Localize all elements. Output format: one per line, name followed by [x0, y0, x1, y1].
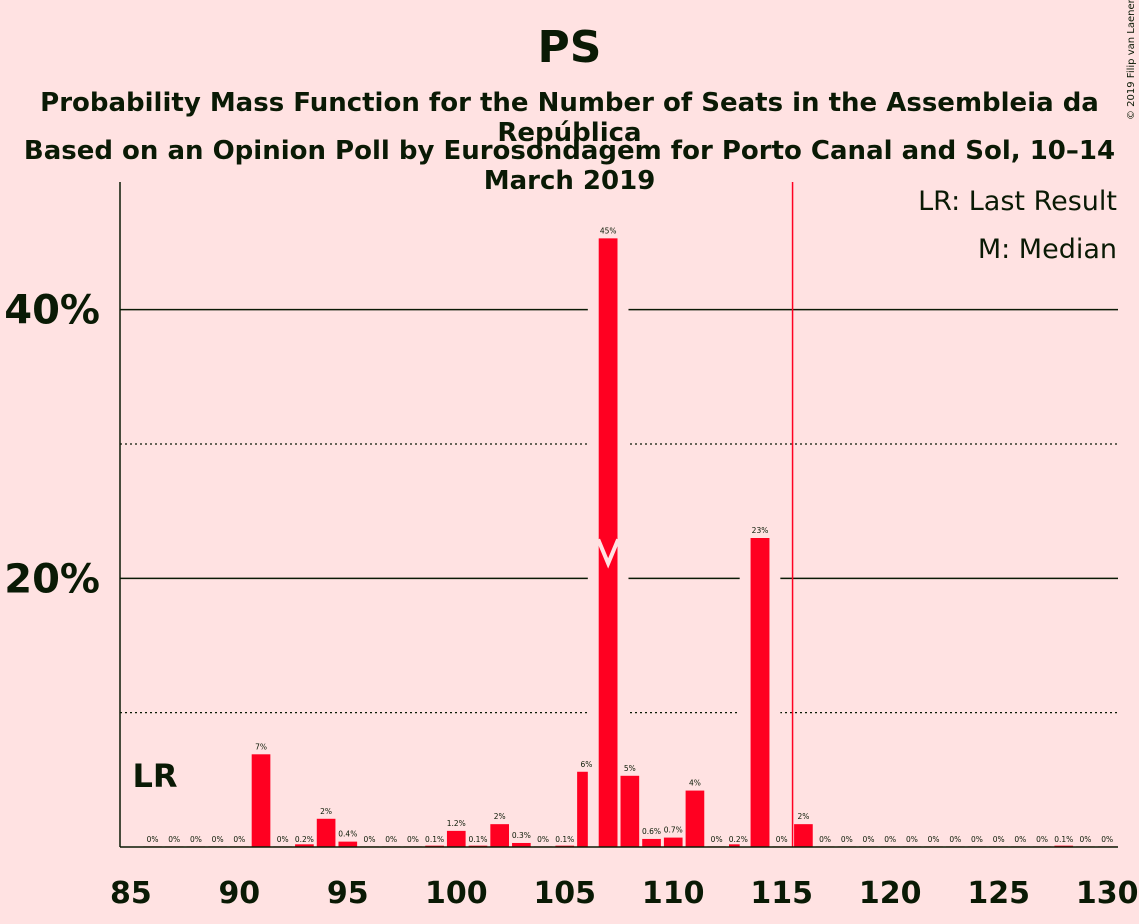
- x-tick-label: 85: [110, 876, 152, 911]
- y-tick-label: 20%: [4, 556, 100, 602]
- x-tick-label: 90: [218, 876, 260, 911]
- x-tick-label: 130: [1076, 876, 1139, 911]
- bar-95: [338, 841, 358, 847]
- data-label: 0%: [277, 835, 289, 844]
- chart-subtitle: Probability Mass Function for the Number…: [40, 88, 1099, 148]
- data-label: 0%: [537, 835, 549, 844]
- bar-111: [685, 790, 705, 847]
- data-label: 0.1%: [1054, 835, 1073, 844]
- data-label: 2%: [797, 812, 809, 821]
- data-label: 0.4%: [338, 830, 357, 839]
- data-label: 0%: [1036, 835, 1048, 844]
- data-label: 0.2%: [729, 835, 748, 844]
- data-label: 0.7%: [664, 826, 683, 835]
- data-label: 0%: [993, 835, 1005, 844]
- data-label: 4%: [689, 779, 701, 788]
- data-label: 7%: [255, 742, 267, 751]
- bar-113: [728, 844, 748, 847]
- data-label: 0%: [1101, 835, 1113, 844]
- data-label: 0.1%: [468, 835, 487, 844]
- median-marker: [596, 538, 620, 569]
- data-label: 0.1%: [555, 835, 574, 844]
- chart-subtitle-poll: Based on an Opinion Poll by Eurosondagem…: [23, 136, 1116, 196]
- legend-entry: LR: Last Result: [918, 186, 1117, 217]
- bar-93: [295, 844, 314, 847]
- legend-entry: M: Median: [978, 234, 1117, 265]
- y-tick-label: 40%: [4, 288, 100, 334]
- data-label: 0%: [971, 835, 983, 844]
- last-result-label: LR: [133, 757, 178, 795]
- data-label: 2%: [494, 812, 506, 821]
- bar-fill-114: [750, 538, 770, 847]
- x-tick-label: 95: [327, 876, 369, 911]
- x-tick-label: 100: [425, 876, 488, 911]
- data-label: 0%: [233, 835, 245, 844]
- data-label: 0%: [1014, 835, 1026, 844]
- bar-94: [316, 818, 336, 847]
- data-label: 0%: [1080, 835, 1092, 844]
- data-label: 0%: [906, 835, 918, 844]
- bar-108: [620, 775, 640, 847]
- x-tick-label: 115: [750, 876, 813, 911]
- bar-116: [794, 824, 813, 847]
- data-label: 0.3%: [512, 831, 531, 840]
- x-tick-label: 125: [967, 876, 1030, 911]
- data-label: 0.2%: [295, 835, 314, 844]
- bar-102: [490, 824, 510, 847]
- data-label: 0%: [212, 835, 224, 844]
- data-label: 23%: [752, 526, 769, 535]
- data-label: 2%: [320, 807, 332, 816]
- bar-110: [663, 837, 683, 847]
- data-label: 1.2%: [447, 819, 466, 828]
- bar-100: [446, 830, 466, 847]
- data-label: 0%: [841, 835, 853, 844]
- data-label: 0%: [364, 835, 376, 844]
- x-tick-label: 120: [859, 876, 922, 911]
- data-label: 0.6%: [642, 827, 661, 836]
- data-label: 0%: [776, 835, 788, 844]
- data-label: 6%: [581, 760, 593, 769]
- data-label: 0%: [147, 835, 159, 844]
- data-label: 0.1%: [425, 835, 444, 844]
- data-label: 0%: [949, 835, 961, 844]
- bar-109: [642, 838, 661, 847]
- data-label: 0%: [190, 835, 202, 844]
- data-label: 0%: [928, 835, 940, 844]
- data-label: 0%: [385, 835, 397, 844]
- data-label: 0%: [863, 835, 875, 844]
- x-tick-label: 105: [533, 876, 596, 911]
- chart-title: PS: [537, 22, 602, 73]
- data-label: 0%: [819, 835, 831, 844]
- data-label: 0%: [711, 835, 723, 844]
- data-label: 45%: [600, 226, 617, 235]
- bar-91: [251, 754, 271, 847]
- data-label: 0%: [407, 835, 419, 844]
- bar-103: [512, 842, 531, 847]
- data-label: 5%: [624, 764, 636, 773]
- x-tick-label: 110: [642, 876, 705, 911]
- data-label: 0%: [884, 835, 896, 844]
- data-label: 0%: [168, 835, 180, 844]
- bar-fill-107: [598, 238, 618, 847]
